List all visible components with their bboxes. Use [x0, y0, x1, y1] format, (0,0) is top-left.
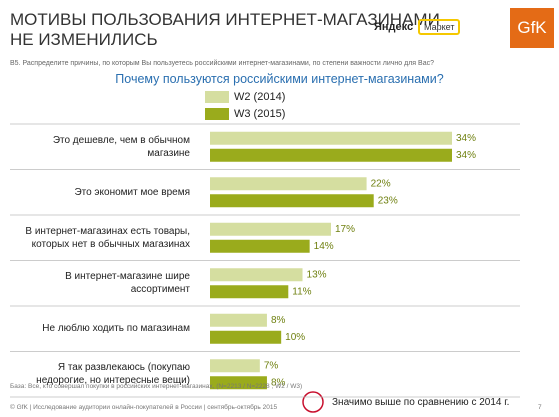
value-label: 34% [456, 150, 476, 161]
page-number: 7 [538, 404, 542, 411]
bar [210, 359, 260, 373]
category-label: В интернет-магазине шире ассортимент [65, 271, 190, 296]
value-label: 8% [271, 315, 286, 326]
value-label: 13% [307, 269, 327, 280]
significance-note: Значимо выше по сравнению с 2014 г. [332, 397, 510, 408]
logo-yandex: Яндекс [374, 21, 414, 33]
legend-swatch [205, 108, 229, 120]
legend-swatch [205, 91, 229, 103]
bar [210, 285, 289, 299]
value-label: 14% [314, 241, 334, 252]
category-label: Я так развлекаюсь (покупаю недорогие, но… [36, 362, 190, 387]
bar [210, 376, 267, 390]
question: В5. Распределите причины, по которым Вы … [10, 60, 434, 67]
value-label: 11% [292, 286, 311, 297]
bar [210, 131, 452, 145]
category-label: Это дешевле, чем в обычном магазине [52, 134, 190, 159]
value-label: 23% [378, 195, 398, 206]
value-label: 7% [264, 360, 279, 371]
bar [210, 313, 267, 327]
value-label: 8% [271, 377, 286, 388]
bar [210, 177, 367, 191]
bar [210, 239, 310, 253]
value-label: 17% [335, 224, 355, 235]
bar [210, 222, 331, 236]
chart-title: Почему пользуются российскими интернет-м… [115, 72, 444, 86]
value-label: 34% [456, 133, 476, 144]
value-label: 10% [285, 332, 305, 343]
category-label: Не люблю ходить по магазинам [42, 323, 190, 335]
bar [210, 268, 303, 282]
base-note: База: Все, кто совершал покупки в россий… [10, 383, 303, 390]
value-label: 22% [371, 178, 391, 189]
legend-label: W2 (2014) [234, 91, 285, 103]
bar [210, 148, 452, 162]
logo-market: Маркет [418, 19, 461, 35]
copyright: © GfK | Исследование аудитории онлайн-по… [10, 404, 278, 411]
category-label: В интернет-магазинах есть товары, которы… [25, 225, 190, 250]
bar [210, 194, 374, 208]
legend-label: W3 (2015) [234, 108, 285, 120]
slide-title: МОТИВЫ ПОЛЬЗОВАНИЯ ИНТЕРНЕТ-МАГАЗИНАМИ Н… [10, 10, 440, 49]
significance-marker [302, 391, 324, 413]
category-label: Это экономит мое время [74, 186, 190, 198]
logo-gfk: GfK [510, 8, 554, 48]
bar [210, 330, 282, 344]
